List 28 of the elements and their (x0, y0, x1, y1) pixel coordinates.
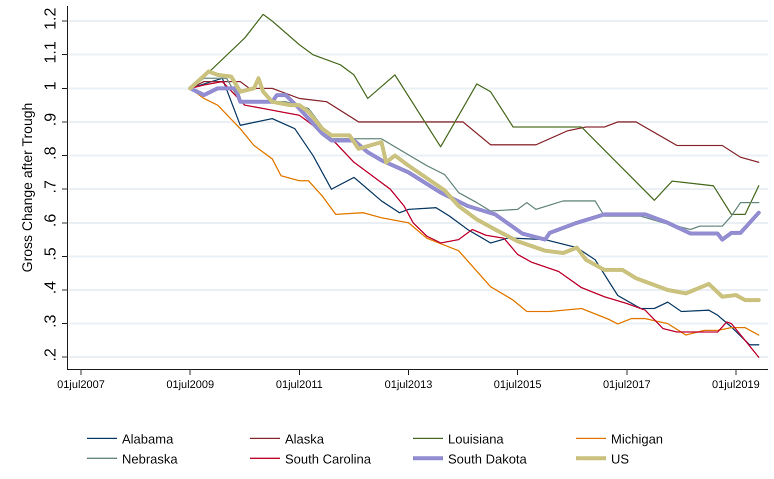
y-tick-label: .9 (42, 112, 60, 126)
legend-label: Alabama (122, 431, 174, 446)
y-tick-label: .2 (42, 348, 60, 362)
x-tick-label: 01jul2011 (276, 379, 323, 392)
y-tick-label: .7 (42, 180, 60, 194)
legend-label: Louisiana (448, 431, 504, 446)
legend-label: Michigan (611, 431, 664, 446)
y-tick-label: 1.2 (42, 8, 60, 30)
legend-label: South Carolina (285, 451, 372, 466)
line-series (188, 70, 761, 302)
x-tick-label: 01jul2007 (57, 379, 105, 392)
x-tick-label: 01jul2019 (712, 379, 760, 392)
y-tick-label: .5 (42, 247, 60, 261)
x-tick-label: 01jul2017 (602, 379, 651, 392)
legend-label: Nebraska (122, 451, 178, 466)
legend-label: South Dakota (448, 451, 528, 466)
y-tick-label: .4 (42, 280, 60, 294)
x-tick-label: 01jul2015 (494, 379, 542, 392)
y-tick-label: .6 (42, 214, 60, 228)
legend-label: Alaska (285, 431, 325, 446)
y-tick-label: 1.1 (42, 41, 60, 64)
y-tick-label: .3 (42, 314, 60, 328)
legend-label: US (611, 451, 630, 466)
y-tick-label: 1 (42, 81, 60, 90)
x-tick-label: 01jul2009 (166, 379, 214, 392)
x-tick-label: 01jul2013 (384, 379, 432, 392)
y-tick-label: .8 (42, 146, 60, 160)
y-axis-title: Gross Change after Trough (19, 102, 36, 272)
